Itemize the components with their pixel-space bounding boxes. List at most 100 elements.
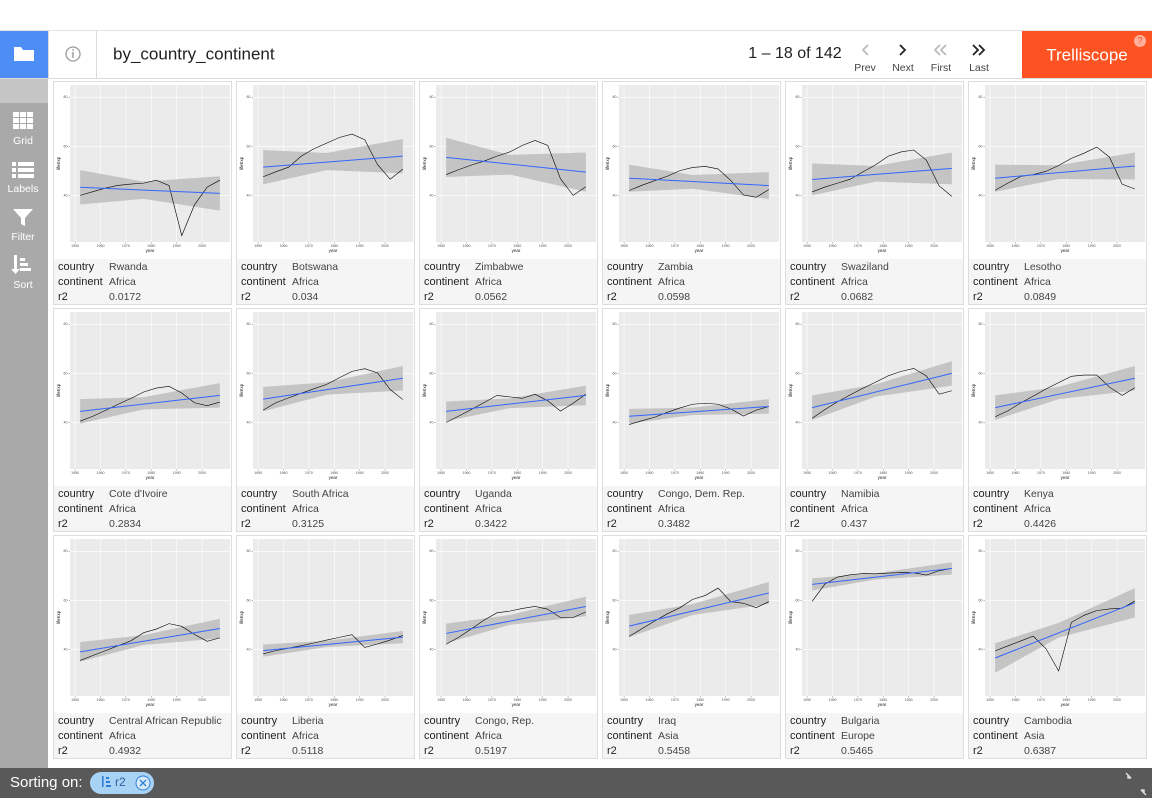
label-value: South Africa	[292, 488, 349, 500]
x-tick-label: 1950	[437, 244, 445, 248]
life-expectancy-line	[629, 402, 769, 425]
panel-labels	[54, 713, 231, 758]
y-tick-label: 80	[613, 322, 617, 326]
x-tick-label: 1970	[671, 244, 679, 248]
panel-labels	[786, 713, 963, 758]
fullscreen-button[interactable]	[1125, 772, 1147, 796]
label-name: continent	[241, 730, 286, 742]
x-tick-label: 1950	[986, 698, 994, 702]
grid-button[interactable]: Grid	[13, 135, 33, 147]
x-tick-label: 1980	[1062, 698, 1070, 702]
label-name: continent	[973, 276, 1018, 288]
x-tick-label: 1970	[854, 471, 862, 475]
x-tick-label: 1990	[173, 471, 181, 475]
y-tick-label: 80	[979, 549, 983, 553]
label-value: Africa	[292, 730, 319, 742]
label-value: 0.5465	[841, 745, 873, 757]
panel: 1950 1960 1970 1980 1990 2000 40 60 80 year lifeEx…	[602, 308, 781, 532]
fit-line	[446, 605, 586, 634]
first-icon[interactable]	[933, 44, 947, 56]
label-name: country	[58, 261, 95, 273]
y-tick-label: 80	[613, 549, 617, 553]
label-value: 0.034	[292, 291, 318, 303]
x-tick-label: 1990	[905, 471, 913, 475]
x-tick-label: 2000	[198, 471, 206, 475]
label-value: 0.5197	[475, 745, 507, 757]
x-tick-label: 1980	[513, 698, 521, 702]
next-icon[interactable]	[899, 44, 907, 56]
last-button[interactable]: Last	[969, 62, 989, 74]
label-name: country	[241, 261, 278, 273]
y-tick-label: 80	[796, 95, 800, 99]
x-tick-label: 1980	[513, 244, 521, 248]
label-name: country	[607, 261, 644, 273]
label-name: country	[973, 488, 1010, 500]
label-name: r2	[424, 518, 434, 530]
brand: Trelliscope	[1046, 45, 1128, 64]
x-tick-label: 1980	[330, 244, 338, 248]
label-value: Iraq	[658, 715, 676, 727]
label-value: 0.3422	[475, 518, 507, 530]
pager-info: 1 – 18 of 142	[748, 45, 842, 62]
last-icon[interactable]	[972, 44, 986, 56]
y-tick-label: 40	[430, 420, 434, 424]
x-tick-label: 1980	[1062, 244, 1070, 248]
panel: 1950 1960 1970 1980 1990 2000 40 60 80 year lifeEx…	[236, 81, 415, 305]
prev-button[interactable]: Prev	[854, 62, 876, 74]
x-tick-label: 1990	[905, 244, 913, 248]
fit-line	[629, 592, 769, 627]
label-value: Asia	[658, 730, 679, 742]
label-value: 0.6387	[1024, 745, 1056, 757]
panel: 1950 1960 1970 1980 1990 2000 40 60 80 year lifeEx…	[419, 308, 598, 532]
next-button[interactable]: Next	[892, 62, 914, 74]
filter-button[interactable]: Filter	[11, 231, 35, 243]
y-tick-label: 80	[796, 322, 800, 326]
first-button[interactable]: First	[931, 62, 951, 74]
x-axis-label: year	[695, 475, 704, 480]
panel: 1950 1960 1970 1980 1990 2000 40 60 80 year lifeEx…	[785, 535, 964, 759]
y-tick-label: 40	[247, 420, 251, 424]
y-tick-label: 60	[64, 598, 68, 602]
info-button[interactable]	[65, 46, 81, 62]
label-value: Europe	[841, 730, 875, 742]
x-tick-label: 2000	[198, 244, 206, 248]
y-tick-label: 60	[430, 144, 434, 148]
help-button[interactable]	[1134, 35, 1146, 47]
label-value: Botswana	[292, 261, 338, 273]
label-value: Asia	[1024, 730, 1045, 742]
life-expectancy-line	[80, 386, 220, 422]
label-value: Africa	[658, 503, 685, 515]
y-tick-label: 40	[979, 420, 983, 424]
x-tick-label: 1960	[462, 698, 470, 702]
x-tick-label: 1990	[539, 471, 547, 475]
folder-icon	[14, 47, 34, 61]
x-tick-label: 1970	[671, 698, 679, 702]
panel-labels	[603, 259, 780, 304]
prev-icon[interactable]	[861, 44, 869, 56]
labels-button[interactable]: Labels	[8, 183, 39, 195]
panel-labels	[420, 713, 597, 758]
label-value: Africa	[292, 276, 319, 288]
panel: 1950 1960 1970 1980 1990 2000 40 60 80 year lifeEx…	[236, 308, 415, 532]
x-tick-label: 1990	[905, 698, 913, 702]
label-name: country	[424, 261, 461, 273]
y-tick-label: 40	[64, 193, 68, 197]
label-name: r2	[973, 518, 983, 530]
x-tick-label: 1980	[513, 471, 521, 475]
panel-labels	[237, 486, 414, 531]
x-tick-label: 1950	[71, 698, 79, 702]
x-tick-label: 1960	[828, 698, 836, 702]
x-tick-label: 1970	[122, 471, 130, 475]
sort-button[interactable]: Sort	[13, 279, 32, 291]
y-axis-label: lifeExp	[56, 383, 61, 397]
label-name: r2	[424, 745, 434, 757]
x-tick-label: 1990	[539, 244, 547, 248]
x-tick-label: 1990	[1088, 471, 1096, 475]
label-name: country	[241, 715, 278, 727]
x-tick-label: 1970	[1037, 698, 1045, 702]
panel-labels	[237, 713, 414, 758]
x-tick-label: 1970	[122, 244, 130, 248]
fit-line	[995, 165, 1135, 179]
y-tick-label: 80	[979, 95, 983, 99]
